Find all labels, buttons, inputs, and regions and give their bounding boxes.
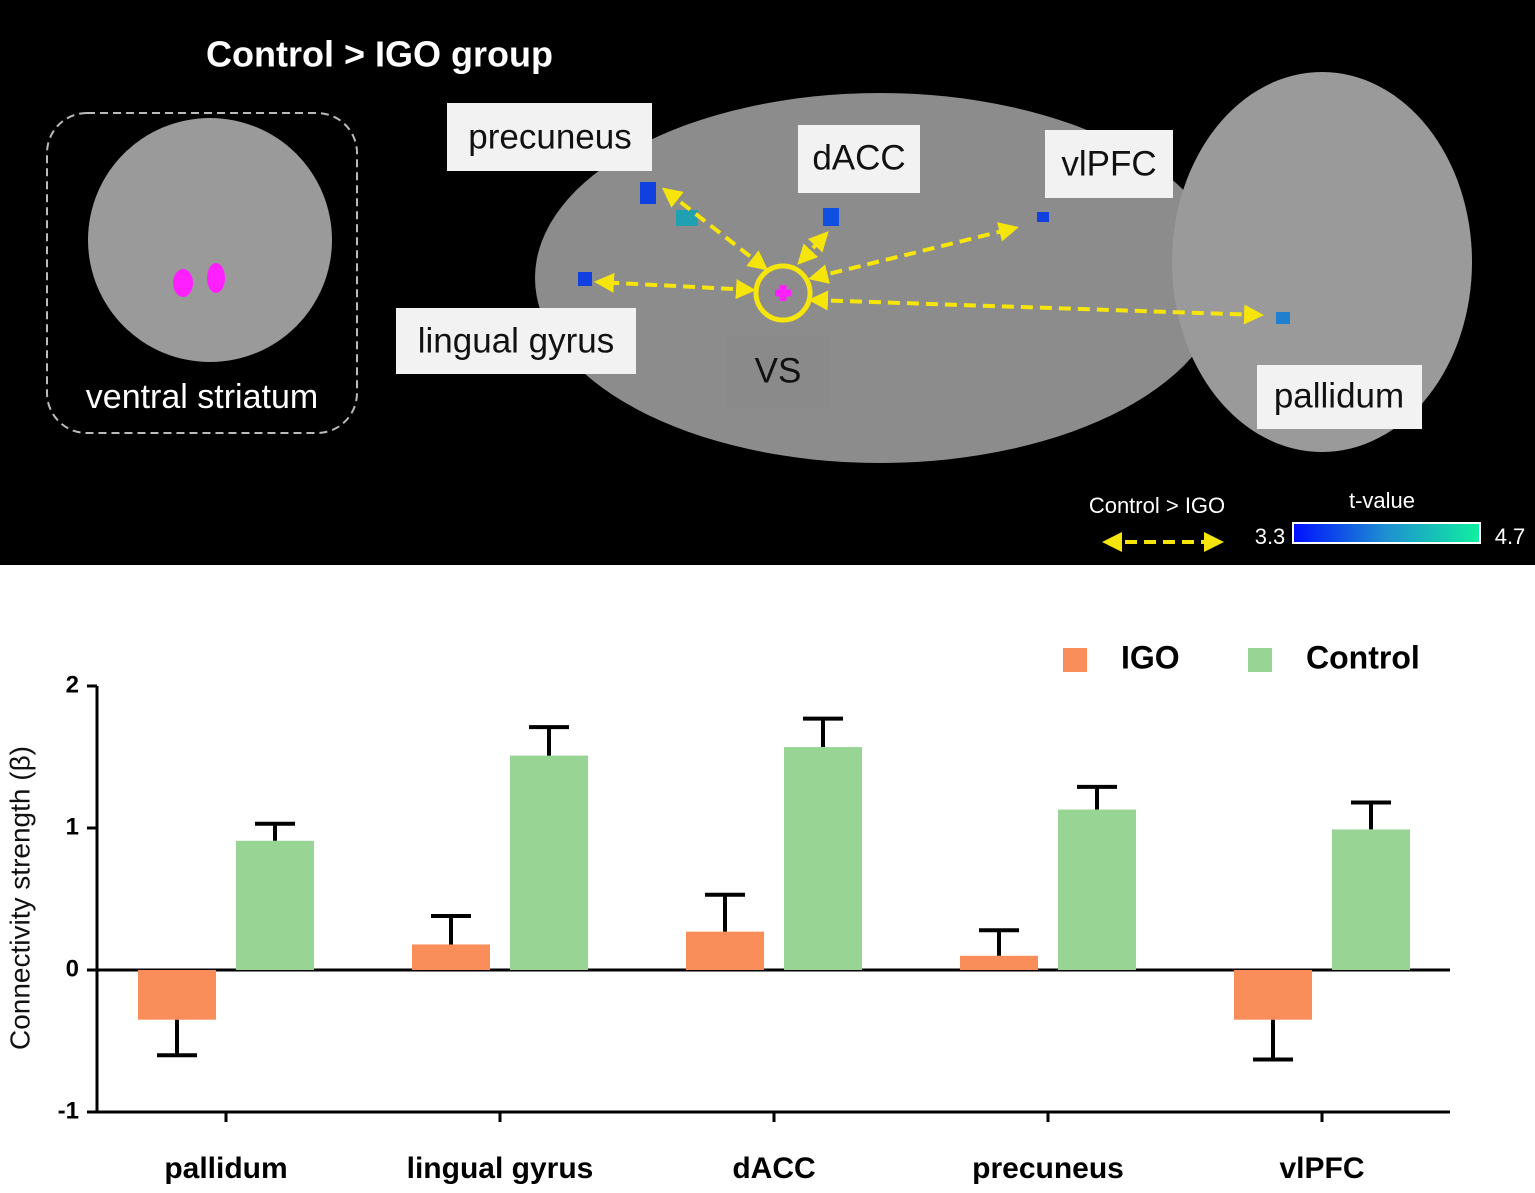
inset-frame xyxy=(46,112,358,434)
cluster xyxy=(640,182,656,204)
legend-swatch xyxy=(1248,648,1272,672)
colorbar-max: 4.7 xyxy=(1495,524,1526,549)
error-bar xyxy=(157,1019,197,1058)
error-bar xyxy=(1351,800,1391,830)
error-bar xyxy=(803,716,843,748)
arrow-legend: Control > IGO xyxy=(1089,493,1225,518)
legend-swatch xyxy=(1063,648,1087,672)
connection-arrow xyxy=(808,222,1019,284)
bar xyxy=(784,747,862,970)
connection-arrow xyxy=(594,272,756,300)
bar xyxy=(412,944,490,970)
region-label: precuneus xyxy=(468,117,631,156)
cluster xyxy=(1276,312,1290,324)
error-bar xyxy=(431,914,471,945)
region-label: VS xyxy=(755,351,802,390)
label-box xyxy=(396,308,636,374)
region-label: pallidum xyxy=(1274,376,1404,415)
error-bar xyxy=(255,821,295,841)
error-bar xyxy=(1253,1019,1293,1062)
cluster xyxy=(1037,212,1049,222)
label-box xyxy=(447,103,652,171)
panel-title: Control > IGO group xyxy=(206,34,553,75)
colorbar-min: 3.3 xyxy=(1255,524,1286,549)
x-tick-label: vlPFC xyxy=(1279,1152,1364,1185)
vs-roi xyxy=(173,269,193,297)
inset-label: ventral striatum xyxy=(86,378,318,416)
x-tick-label: lingual gyrus xyxy=(407,1152,594,1185)
error-bar xyxy=(705,892,745,932)
label-box xyxy=(1257,365,1422,429)
connection-arrow xyxy=(661,187,769,271)
error-bar xyxy=(529,725,569,756)
legend-label: IGO xyxy=(1121,639,1180,675)
legend-label: Control xyxy=(1306,639,1420,675)
cluster xyxy=(823,208,839,226)
bar xyxy=(686,931,764,970)
bar xyxy=(960,955,1038,970)
label-box xyxy=(798,125,920,193)
error-bar xyxy=(979,928,1019,956)
label-box xyxy=(727,335,829,408)
x-tick-label: pallidum xyxy=(164,1152,287,1185)
bar xyxy=(1332,829,1410,970)
bar xyxy=(236,840,314,970)
bar xyxy=(1234,970,1312,1020)
coronal-brain xyxy=(1172,72,1472,452)
region-label: lingual gyrus xyxy=(418,321,615,360)
y-tick-label: -1 xyxy=(58,1097,79,1124)
cluster xyxy=(578,272,592,286)
colorbar xyxy=(1292,522,1481,544)
x-tick-label: precuneus xyxy=(972,1152,1124,1185)
vs-seed xyxy=(775,285,791,301)
y-tick-label: 0 xyxy=(66,955,79,982)
cluster xyxy=(676,210,698,226)
y-tick-label: 1 xyxy=(66,813,79,840)
error-bar xyxy=(1077,784,1117,810)
colorbar-title: t-value xyxy=(1349,488,1415,513)
coronal-brain xyxy=(88,118,332,362)
region-label: vlPFC xyxy=(1061,144,1156,183)
bar xyxy=(1058,809,1136,970)
bar xyxy=(510,755,588,970)
x-tick-label: dACC xyxy=(732,1152,815,1185)
label-box xyxy=(1045,130,1173,198)
y-tick-label: 2 xyxy=(66,671,79,698)
vs-roi xyxy=(207,263,225,293)
bar xyxy=(138,970,216,1020)
y-axis-label: Connectivity strength (β) xyxy=(4,746,35,1050)
region-label: dACC xyxy=(812,138,905,177)
